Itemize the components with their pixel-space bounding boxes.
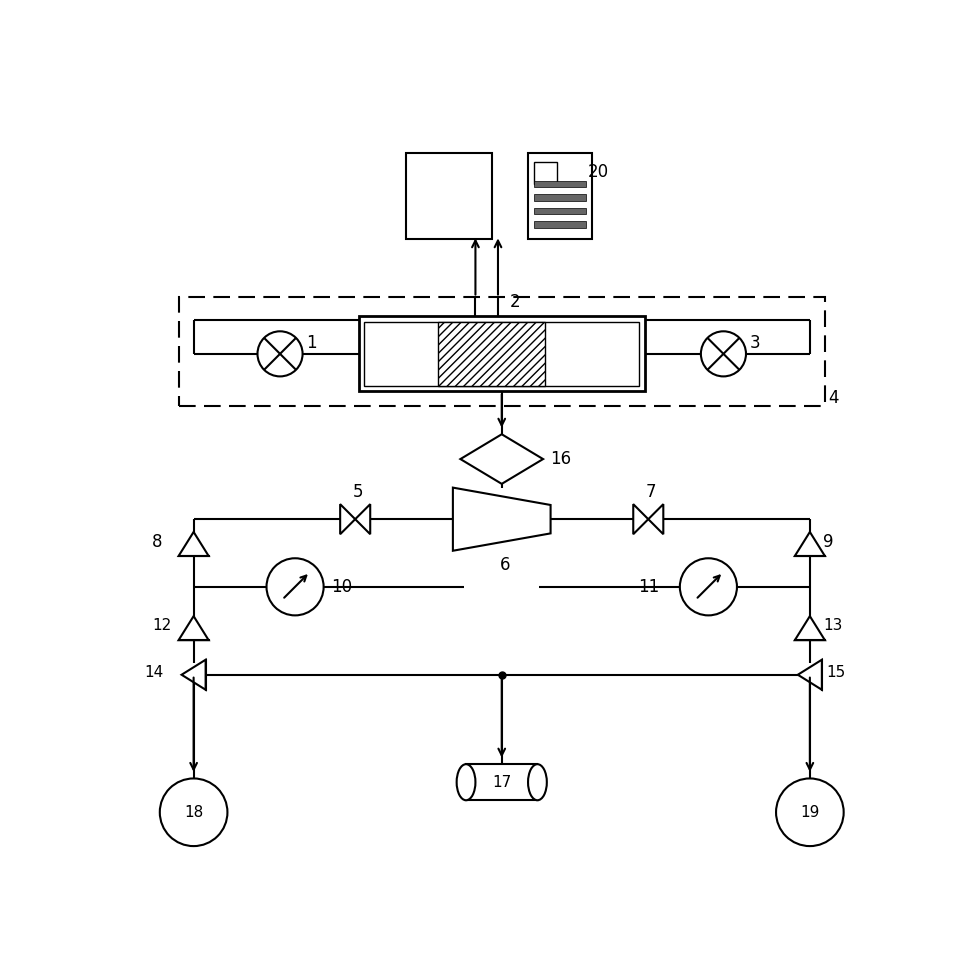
- Bar: [359, 316, 644, 391]
- Bar: [534, 181, 585, 187]
- Text: 6: 6: [500, 556, 511, 574]
- Text: 1: 1: [306, 334, 317, 351]
- Ellipse shape: [527, 764, 547, 800]
- Text: 18: 18: [184, 805, 203, 820]
- Text: 7: 7: [645, 483, 656, 501]
- Polygon shape: [178, 532, 208, 556]
- Text: 15: 15: [825, 665, 845, 680]
- Bar: [364, 321, 639, 386]
- Polygon shape: [178, 616, 208, 640]
- Text: 3: 3: [749, 334, 760, 351]
- Text: 10: 10: [331, 578, 352, 595]
- Text: 11: 11: [638, 578, 659, 595]
- Polygon shape: [633, 505, 647, 534]
- Polygon shape: [797, 660, 822, 690]
- Bar: [534, 194, 585, 201]
- Text: 17: 17: [492, 775, 511, 790]
- Bar: [466, 764, 537, 800]
- Polygon shape: [453, 488, 550, 550]
- Polygon shape: [794, 532, 824, 556]
- Circle shape: [700, 331, 745, 377]
- Text: 12: 12: [153, 619, 171, 633]
- Circle shape: [257, 331, 302, 377]
- Bar: [406, 153, 492, 239]
- Bar: [527, 153, 592, 239]
- Circle shape: [266, 558, 324, 616]
- Polygon shape: [181, 660, 205, 690]
- Polygon shape: [339, 505, 355, 534]
- Text: 19: 19: [799, 805, 819, 820]
- Text: 4: 4: [827, 388, 838, 407]
- Ellipse shape: [456, 764, 475, 800]
- Text: 16: 16: [550, 450, 571, 468]
- Bar: [534, 208, 585, 215]
- Text: 14: 14: [145, 665, 164, 680]
- Text: 5: 5: [353, 483, 363, 501]
- Circle shape: [159, 779, 227, 846]
- Polygon shape: [460, 434, 543, 484]
- Polygon shape: [647, 505, 663, 534]
- Bar: [437, 321, 545, 386]
- Bar: [534, 162, 556, 184]
- Circle shape: [679, 558, 736, 616]
- Text: 13: 13: [822, 619, 842, 633]
- Polygon shape: [794, 616, 824, 640]
- Text: 9: 9: [822, 533, 833, 550]
- Bar: [178, 298, 824, 406]
- Text: 2: 2: [509, 293, 519, 311]
- Bar: [534, 222, 585, 228]
- Polygon shape: [355, 505, 370, 534]
- Text: 8: 8: [153, 533, 162, 550]
- Circle shape: [776, 779, 843, 846]
- Text: 20: 20: [588, 163, 608, 182]
